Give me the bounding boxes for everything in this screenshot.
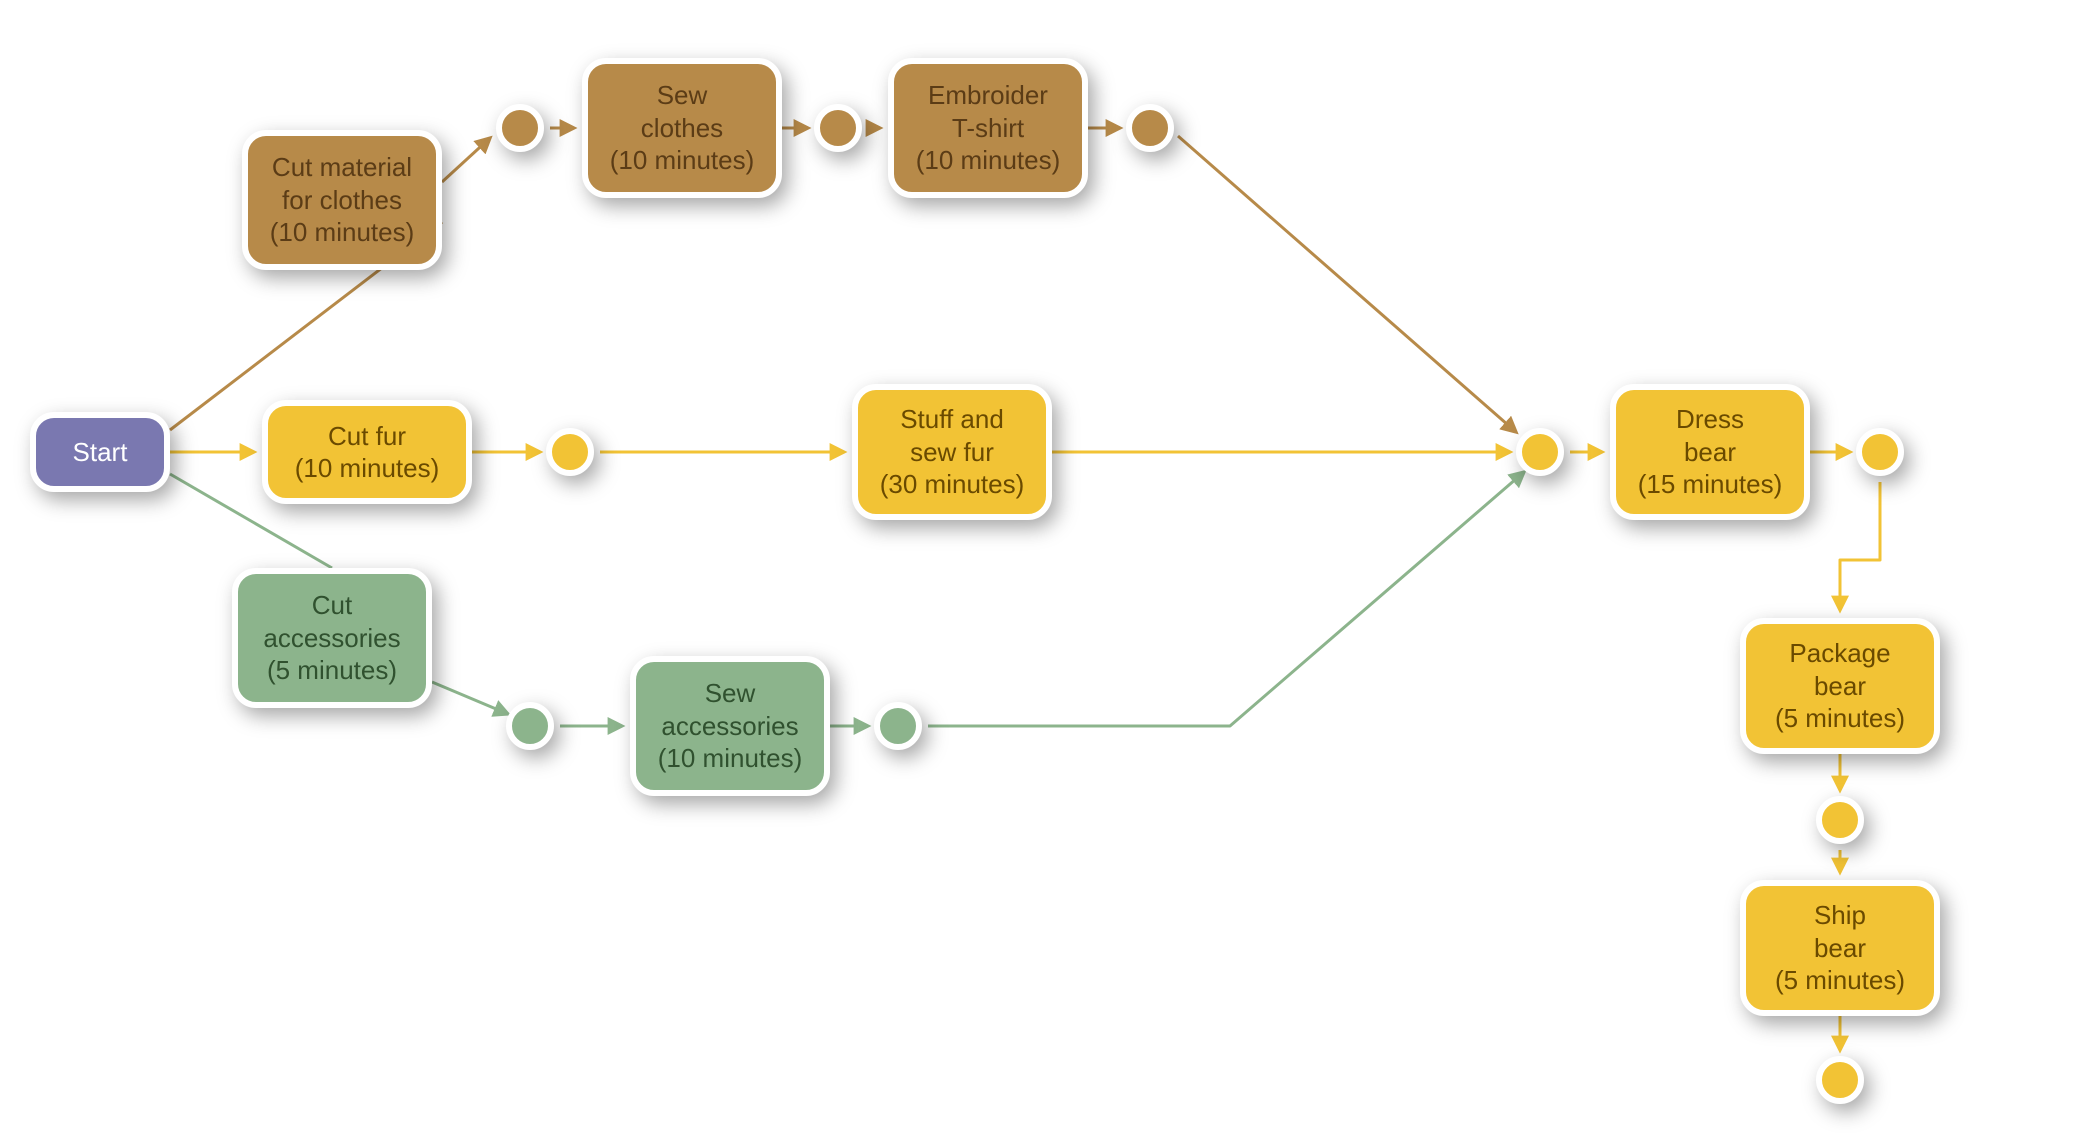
node-label: Embroider T-shirt (10 minutes) bbox=[916, 79, 1061, 177]
edge bbox=[432, 682, 508, 714]
node-ship: Ship bear (5 minutes) bbox=[1740, 880, 1940, 1016]
node-label: Cut accessories (5 minutes) bbox=[263, 589, 400, 687]
edge bbox=[1840, 482, 1880, 610]
node-embroider: Embroider T-shirt (10 minutes) bbox=[888, 58, 1088, 198]
node-dress: Dress bear (15 minutes) bbox=[1610, 384, 1810, 520]
node-sewClothes: Sew clothes (10 minutes) bbox=[582, 58, 782, 198]
node-label: Cut material for clothes (10 minutes) bbox=[270, 151, 415, 249]
node-label: Dress bear (15 minutes) bbox=[1638, 403, 1783, 501]
edge bbox=[1178, 136, 1516, 432]
connector-dot bbox=[814, 104, 862, 152]
connector-dot bbox=[1816, 796, 1864, 844]
edge bbox=[442, 138, 490, 182]
connector-dot bbox=[546, 428, 594, 476]
node-label: Package bear (5 minutes) bbox=[1775, 637, 1905, 735]
node-cutAcc: Cut accessories (5 minutes) bbox=[232, 568, 432, 708]
node-label: Start bbox=[73, 436, 128, 469]
node-label: Ship bear (5 minutes) bbox=[1775, 899, 1905, 997]
node-label: Sew clothes (10 minutes) bbox=[610, 79, 755, 177]
connector-dot bbox=[496, 104, 544, 152]
connector-dot bbox=[874, 702, 922, 750]
node-label: Sew accessories (10 minutes) bbox=[658, 677, 803, 775]
node-cutClothes: Cut material for clothes (10 minutes) bbox=[242, 130, 442, 270]
node-stuffFur: Stuff and sew fur (30 minutes) bbox=[852, 384, 1052, 520]
connector-dot bbox=[1516, 428, 1564, 476]
node-label: Stuff and sew fur (30 minutes) bbox=[880, 403, 1025, 501]
node-package: Package bear (5 minutes) bbox=[1740, 618, 1940, 754]
flowchart-canvas: Start Cut material for clothes (10 minute… bbox=[0, 0, 2086, 1137]
connector-dot bbox=[1856, 428, 1904, 476]
node-cutFur: Cut fur (10 minutes) bbox=[262, 400, 472, 504]
node-sewAcc: Sew accessories (10 minutes) bbox=[630, 656, 830, 796]
node-start: Start bbox=[30, 412, 170, 492]
connector-dot bbox=[506, 702, 554, 750]
node-label: Cut fur (10 minutes) bbox=[295, 420, 440, 485]
connector-dot bbox=[1126, 104, 1174, 152]
connector-dot bbox=[1816, 1056, 1864, 1104]
